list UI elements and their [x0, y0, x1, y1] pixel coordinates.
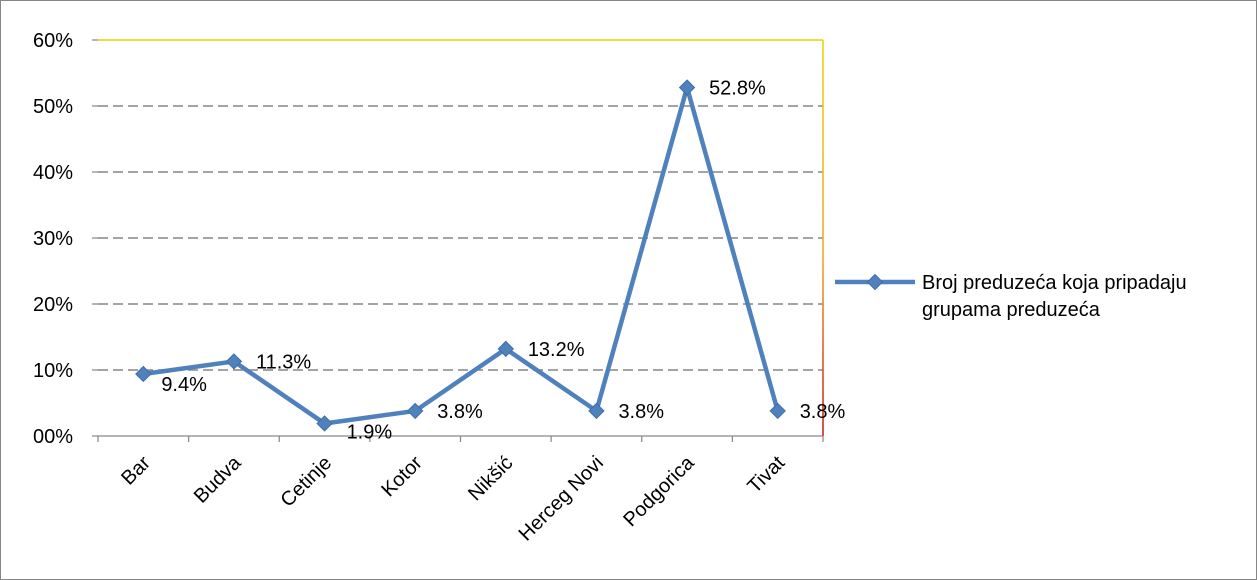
data-point-marker: [588, 402, 605, 420]
data-point-marker: [497, 340, 515, 358]
data-label: 9.4%: [161, 374, 207, 396]
x-tick-label: Budva: [190, 451, 246, 507]
data-label: 1.9%: [347, 421, 393, 443]
data-label: 13.2%: [528, 339, 585, 361]
x-tick-label: Bar: [117, 452, 155, 490]
y-tick-label: 50%: [33, 96, 73, 118]
data-label: 11.3%: [256, 351, 311, 373]
x-tick-label: Herceg Novi: [515, 452, 608, 545]
data-label: 52.8%: [709, 78, 766, 100]
data-point-marker: [406, 402, 424, 420]
legend-label: Broj preduzeća koja pripadaju: [922, 272, 1187, 294]
data-point-marker: [316, 415, 333, 432]
x-tick-label: Kotor: [377, 452, 427, 502]
data-label: 3.8%: [800, 401, 846, 423]
plot-right-border: [822, 40, 824, 436]
y-tick-label: 00%: [33, 426, 73, 448]
series-line: [141, 85, 780, 426]
y-tick-label: 20%: [33, 294, 73, 316]
y-tick-label: 30%: [33, 228, 73, 250]
data-point-marker: [678, 79, 696, 96]
data-point-marker: [135, 365, 152, 383]
legend-marker: [866, 273, 884, 291]
x-tick-label: Cetinje: [277, 452, 337, 512]
data-point-marker: [769, 402, 786, 420]
x-tick-label: Tivat: [744, 452, 790, 498]
data-label: 3.8%: [437, 401, 483, 423]
x-tick-label: Nikšić: [464, 452, 517, 505]
data-label: 3.8%: [618, 401, 664, 423]
x-tick-label: Podgorica: [619, 451, 699, 531]
y-tick-label: 60%: [33, 30, 73, 52]
data-point-marker: [225, 353, 243, 370]
y-tick-label: 40%: [33, 162, 73, 184]
y-tick-label: 10%: [33, 360, 73, 382]
legend-label: grupama preduzeća: [922, 299, 1101, 321]
